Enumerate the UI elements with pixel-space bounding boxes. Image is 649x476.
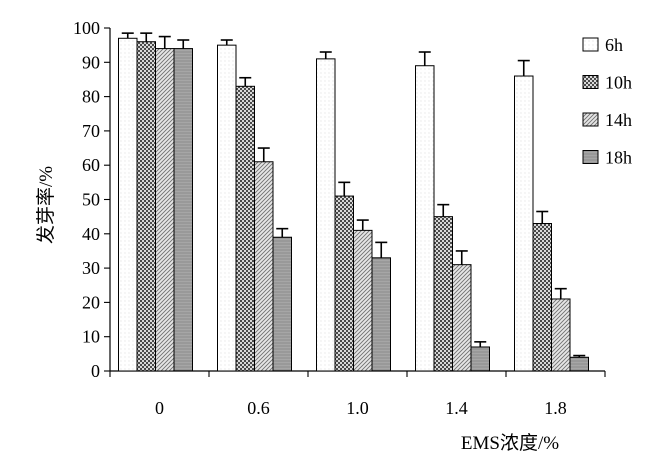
- bar-18h-1.0: [371, 257, 391, 372]
- bar-10h-0: [136, 41, 156, 372]
- x-tick-label: 0: [155, 398, 164, 418]
- y-tick-label: 0: [91, 361, 100, 381]
- bar-6h-1.0: [316, 58, 336, 372]
- legend-label-18h: 18h: [605, 148, 632, 168]
- legend-swatch-10h: [582, 75, 599, 89]
- y-tick-label: 50: [82, 190, 100, 210]
- bar-6h-0.6: [217, 44, 237, 372]
- bar-14h-1.8: [551, 298, 571, 372]
- y-axis-title: 发芽率/%: [35, 166, 57, 244]
- legend-swatch-14h: [582, 112, 599, 127]
- x-tick-label: 1.4: [445, 398, 468, 418]
- legend-label-14h: 14h: [605, 110, 632, 130]
- bar-18h-1.4: [470, 346, 490, 372]
- legend-swatch-18h: [582, 150, 599, 164]
- y-tick-label: 90: [82, 52, 100, 72]
- bar-6h-1.8: [514, 75, 534, 372]
- bar-10h-0.6: [235, 85, 255, 372]
- plot-area: 0 10 20 30 40 50 60 70 80 90 100 0 0.6 1.0 1.4 1.8 6h 10h…: [73, 18, 632, 418]
- bar-14h-1.0: [353, 229, 373, 372]
- y-tick-label: 70: [82, 121, 100, 141]
- y-tick-label: 40: [82, 224, 100, 244]
- bar-14h-0: [155, 48, 175, 372]
- bar-18h-0: [173, 48, 193, 372]
- bar-6h-0: [118, 37, 138, 372]
- legend-label-10h: 10h: [605, 73, 632, 93]
- legend-swatch-6h: [582, 37, 599, 52]
- y-tick-label: 100: [73, 18, 100, 38]
- x-tick-label: 1.0: [346, 398, 369, 418]
- bar-18h-0.6: [272, 236, 292, 372]
- y-tick-label: 10: [82, 327, 100, 347]
- x-axis-title: EMS浓度/%: [461, 432, 559, 454]
- bar-10h-1.0: [334, 195, 354, 372]
- bar-14h-0.6: [254, 161, 274, 372]
- y-tick-label: 20: [82, 292, 100, 312]
- y-tick-label: 60: [82, 155, 100, 175]
- y-tick-label: 30: [82, 258, 100, 278]
- bar-18h-1.8: [569, 356, 589, 372]
- legend-label-6h: 6h: [605, 35, 623, 55]
- bar-10h-1.4: [433, 216, 453, 372]
- x-tick-label: 0.6: [247, 398, 270, 418]
- x-tick-label: 1.8: [544, 398, 567, 418]
- y-tick-label: 80: [82, 87, 100, 107]
- bar-14h-1.4: [452, 264, 472, 372]
- bar-6h-1.4: [415, 65, 435, 372]
- bar-10h-1.8: [532, 223, 552, 372]
